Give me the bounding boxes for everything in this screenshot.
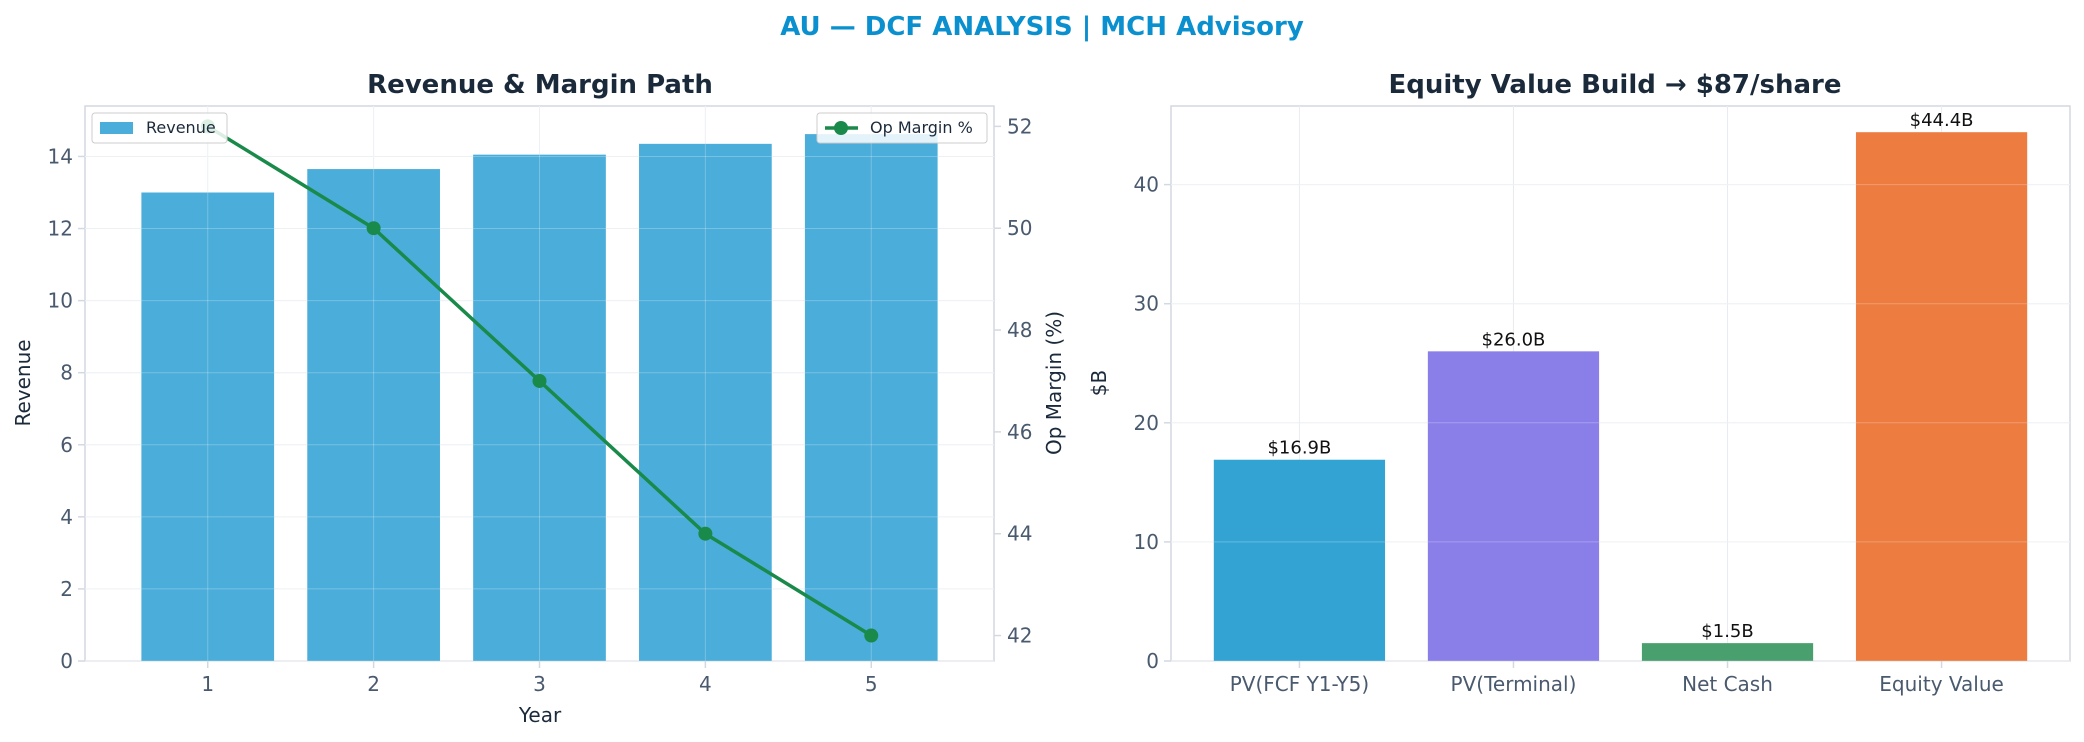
op-margin-legend-box: [816, 112, 988, 144]
revenue-bars: [85, 106, 994, 662]
equity-x-tick-label: PV(Terminal): [1451, 672, 1577, 696]
equity-y-tick-label: 40: [1134, 173, 1159, 197]
equity-x-tick-label: PV(FCF Y1-Y5): [1230, 672, 1369, 696]
revenue-y-axis-label: Revenue: [11, 339, 35, 426]
op-margin-legend-label: Op Margin %: [870, 118, 973, 137]
year-x-tick-label: 4: [699, 672, 712, 696]
op-margin-y-tick-label: 50: [1007, 216, 1032, 240]
op-margin-point: [698, 526, 713, 541]
year-x-tick-label: 2: [367, 672, 380, 696]
year-x-ticks: 1 2 3 4 5: [201, 661, 878, 696]
op-margin-y-tick-label: 48: [1007, 318, 1032, 342]
revenue-bar: [639, 143, 772, 661]
revenue-bar: [804, 134, 938, 662]
equity-bar: [1855, 132, 2028, 661]
equity-y-ticks: 0 10 20 30 40: [1134, 173, 1171, 673]
op-margin-point: [864, 628, 879, 643]
equity-x-tick-label: Net Cash: [1682, 672, 1773, 696]
op-margin-y-tick-label: 46: [1007, 420, 1032, 444]
equity-chart-title: Equity Value Build → $87/share: [1389, 70, 1842, 100]
revenue-y-tick-label: 14: [48, 144, 73, 168]
revenue-legend-label: Revenue: [146, 118, 216, 137]
op-margin-y-tick-label: 42: [1007, 624, 1032, 648]
equity-bar-data-label: $44.4B: [1910, 110, 1974, 131]
op-margin-point: [532, 373, 547, 388]
op-margin-legend: Op Margin %: [816, 112, 988, 144]
equity-y-tick-label: 30: [1134, 292, 1159, 316]
revenue-legend: Revenue: [91, 112, 228, 144]
revenue-y-tick-label: 4: [60, 505, 73, 529]
equity-bar: [1427, 351, 1600, 661]
equity-y-axis-label: $B: [1087, 370, 1111, 396]
op-margin-y-tick-label: 52: [1007, 114, 1032, 138]
revenue-chart-title: Revenue & Margin Path: [367, 70, 713, 100]
equity-value-chart: Equity Value Build → $87/share $16.9B $26…: [1087, 70, 2071, 696]
year-x-tick-label: 3: [533, 672, 546, 696]
equity-bars: $16.9B $26.0B $1.5B $44.4B: [1171, 110, 2070, 662]
equity-x-ticks: PV(FCF Y1-Y5) PV(Terminal) Net Cash Equity …: [1230, 661, 2004, 696]
equity-y-tick-label: 0: [1146, 649, 1159, 673]
equity-bar-data-label: $1.5B: [1701, 621, 1753, 642]
revenue-y-tick-label: 2: [60, 577, 73, 601]
revenue-bar: [307, 169, 440, 661]
equity-y-tick-label: 20: [1134, 411, 1159, 435]
year-x-tick-label: 5: [865, 672, 878, 696]
revenue-y-tick-label: 10: [48, 289, 73, 313]
year-x-tick-label: 1: [201, 672, 214, 696]
revenue-legend-swatch: [100, 122, 133, 134]
revenue-x-axis-label: Year: [518, 703, 562, 727]
equity-y-tick-label: 10: [1134, 530, 1159, 554]
op-margin-point: [366, 221, 381, 236]
revenue-y-tick-label: 6: [60, 433, 73, 457]
op-margin-y-tick-label: 44: [1007, 522, 1032, 546]
revenue-bar: [473, 154, 606, 662]
revenue-y-tick-label: 12: [48, 217, 73, 241]
op-margin-y-ticks: 42 44 46 48 50 52: [994, 114, 1032, 648]
equity-bar-data-label: $16.9B: [1267, 438, 1331, 459]
equity-bar: [1213, 459, 1386, 661]
revenue-y-ticks: 0 2 4 6 8 10 12 14: [48, 144, 85, 673]
figure-suptitle: AU — DCF ANALYSIS | MCH Advisory: [780, 12, 1304, 42]
equity-x-tick-label: Equity Value: [1879, 672, 2004, 696]
op-margin-legend-marker: [834, 121, 848, 135]
revenue-y-tick-label: 0: [60, 649, 73, 673]
equity-bar: [1641, 643, 1814, 661]
revenue-y-tick-label: 8: [60, 361, 73, 385]
revenue-legend-box: [91, 112, 228, 144]
revenue-bar: [141, 192, 275, 661]
op-margin-y-axis-label: Op Margin (%): [1042, 311, 1066, 455]
equity-bar-data-label: $26.0B: [1482, 329, 1546, 350]
